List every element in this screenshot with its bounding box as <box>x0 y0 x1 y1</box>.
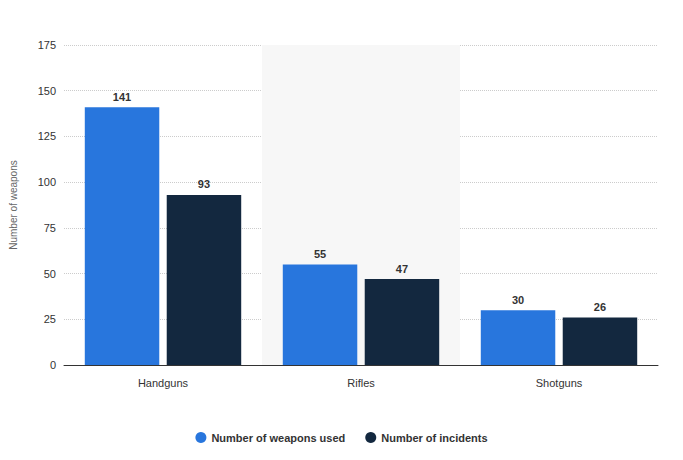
svg-text:30: 30 <box>512 294 524 306</box>
svg-text:141: 141 <box>113 91 131 103</box>
svg-text:Number of weapons: Number of weapons <box>8 160 19 250</box>
svg-text:Number of weapons used: Number of weapons used <box>211 432 345 444</box>
svg-text:100: 100 <box>38 176 56 188</box>
svg-text:25: 25 <box>44 313 56 325</box>
svg-text:Shotguns: Shotguns <box>536 377 583 389</box>
svg-text:Rifles: Rifles <box>347 377 375 389</box>
svg-text:Number of incidents: Number of incidents <box>381 432 487 444</box>
svg-text:75: 75 <box>44 222 56 234</box>
svg-text:55: 55 <box>314 248 326 260</box>
svg-text:Handguns: Handguns <box>138 377 189 389</box>
svg-text:47: 47 <box>396 263 408 275</box>
svg-text:26: 26 <box>594 301 606 313</box>
svg-text:150: 150 <box>38 85 56 97</box>
svg-text:175: 175 <box>38 39 56 51</box>
svg-text:93: 93 <box>198 178 210 190</box>
svg-text:125: 125 <box>38 130 56 142</box>
svg-text:50: 50 <box>44 268 56 280</box>
svg-text:0: 0 <box>50 359 56 371</box>
